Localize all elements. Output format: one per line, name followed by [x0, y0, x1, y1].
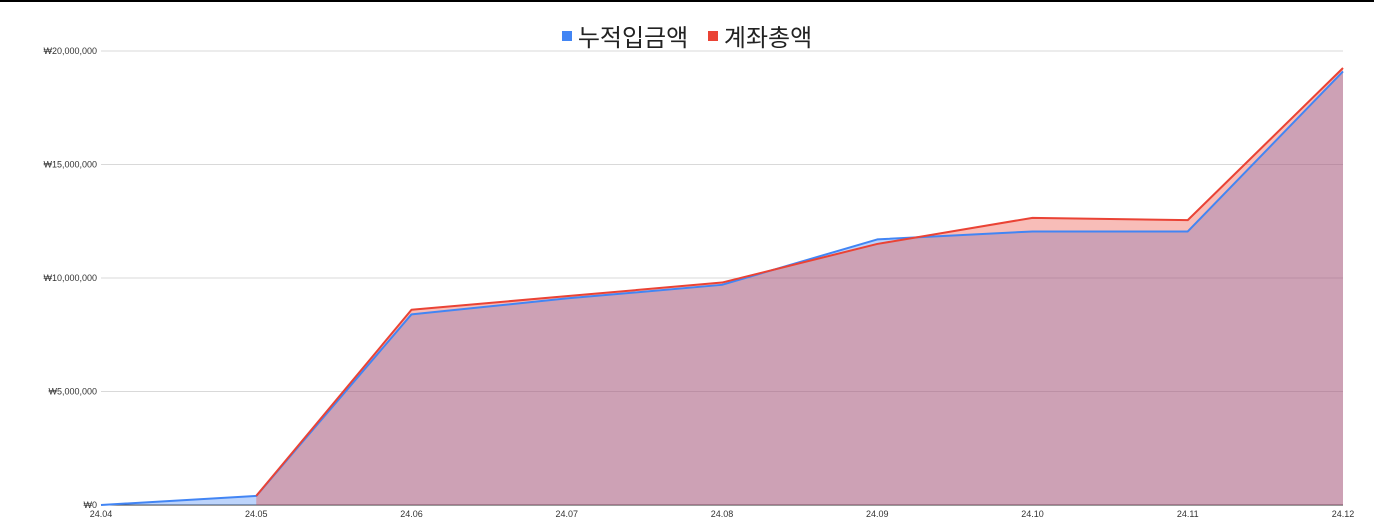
- y-tick-label: ₩10,000,000: [43, 273, 97, 283]
- x-tick-label: 24.06: [400, 509, 423, 519]
- x-tick-label: 24.05: [245, 509, 268, 519]
- legend-label: 누적입금액: [577, 24, 689, 52]
- series-line: [255, 67, 1344, 497]
- legend-item-account-total[interactable]: 계좌총액: [707, 18, 813, 53]
- y-tick-label: ₩15,000,000: [43, 160, 97, 170]
- legend-item-cumulative-deposit[interactable]: 누적입금액: [561, 18, 689, 53]
- y-tick-label: ₩0: [84, 500, 98, 510]
- y-tick-label: ₩5,000,000: [48, 387, 97, 397]
- x-tick-label: 24.08: [711, 509, 734, 519]
- x-tick-label: 24.12: [1332, 509, 1355, 519]
- legend-swatch-red: [707, 30, 718, 41]
- x-tick-label: 24.07: [555, 509, 578, 519]
- series-area: [256, 68, 1343, 506]
- x-tick-label: 24.09: [866, 509, 889, 519]
- x-tick-label: 24.11: [1177, 509, 1199, 519]
- top-border: [0, 0, 1374, 2]
- legend-swatch-blue: [561, 30, 572, 41]
- legend-label: 계좌총액: [723, 24, 813, 52]
- y-tick-label: ₩20,000,000: [43, 46, 97, 56]
- series-area: [101, 71, 1343, 506]
- chart-legend: 누적입금액 계좌총액: [0, 18, 1374, 53]
- x-tick-label: 24.04: [90, 509, 113, 519]
- x-tick-label: 24.10: [1021, 509, 1044, 519]
